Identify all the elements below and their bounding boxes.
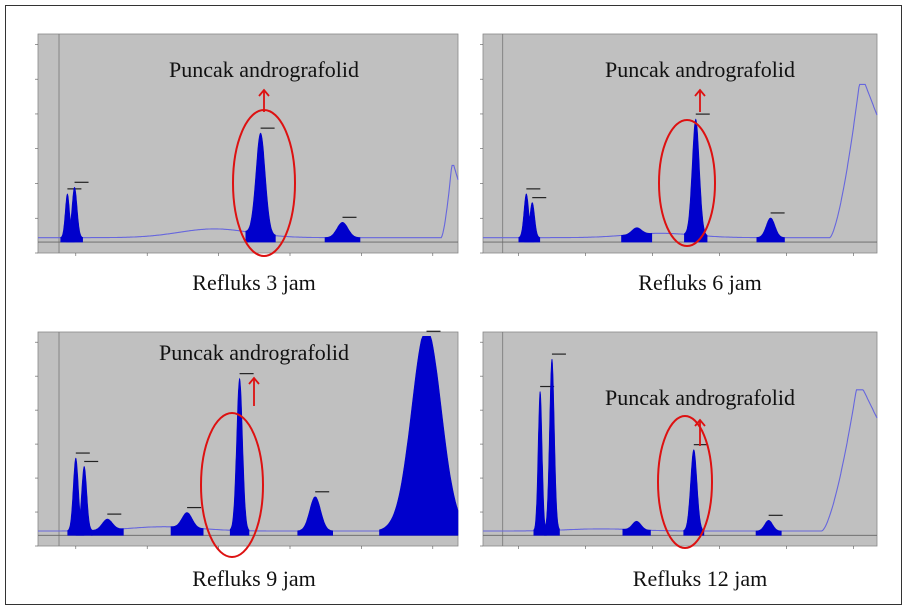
peak bbox=[66, 186, 83, 243]
peak bbox=[379, 336, 459, 536]
plot-area bbox=[37, 331, 459, 547]
peak bbox=[544, 359, 560, 536]
peak bbox=[324, 221, 361, 243]
arrow-head bbox=[258, 88, 270, 97]
peak-annotation: Puncak andrografolid bbox=[605, 57, 795, 82]
peak bbox=[755, 519, 782, 536]
chromatogram-panel: Puncak andrografolid Refluks 12 jam bbox=[480, 331, 878, 591]
arrow-head bbox=[248, 376, 260, 385]
highlight-ellipse bbox=[658, 119, 716, 247]
peak bbox=[684, 118, 708, 243]
panel-caption: Refluks 12 jam bbox=[633, 566, 767, 591]
signal-trace bbox=[483, 83, 878, 239]
chromatogram-panel: Puncak andrografolid Refluks 6 jam bbox=[480, 33, 878, 295]
peak bbox=[621, 227, 653, 243]
peak bbox=[229, 377, 250, 536]
chromatogram-panel: Puncak andrografolid Refluks 9 jam bbox=[35, 330, 459, 591]
arrow-head bbox=[694, 418, 706, 427]
peak bbox=[622, 520, 651, 536]
panel-caption: Refluks 9 jam bbox=[192, 566, 315, 591]
peak bbox=[683, 449, 705, 536]
peak-annotation: Puncak andrografolid bbox=[605, 385, 795, 410]
peak bbox=[245, 132, 276, 243]
peak bbox=[297, 496, 333, 536]
plot-area bbox=[37, 33, 459, 254]
figure-frame bbox=[5, 5, 902, 605]
highlight-ellipse bbox=[657, 415, 713, 549]
peak-annotation: Puncak andrografolid bbox=[169, 57, 359, 82]
chromatogram-panel: Puncak andrografolid Refluks 3 jam bbox=[35, 33, 459, 295]
peak bbox=[75, 466, 93, 536]
panel-caption: Refluks 6 jam bbox=[638, 270, 761, 295]
peak bbox=[170, 512, 204, 536]
peak bbox=[90, 518, 124, 536]
plot-area bbox=[482, 33, 878, 254]
peak-annotation: Puncak andrografolid bbox=[159, 340, 349, 365]
peak bbox=[533, 391, 547, 536]
peak bbox=[756, 217, 785, 243]
panel-caption: Refluks 3 jam bbox=[192, 270, 315, 295]
peak bbox=[524, 202, 541, 243]
plot-area bbox=[482, 331, 878, 547]
highlight-ellipse bbox=[200, 412, 264, 558]
arrow-head bbox=[694, 88, 706, 97]
